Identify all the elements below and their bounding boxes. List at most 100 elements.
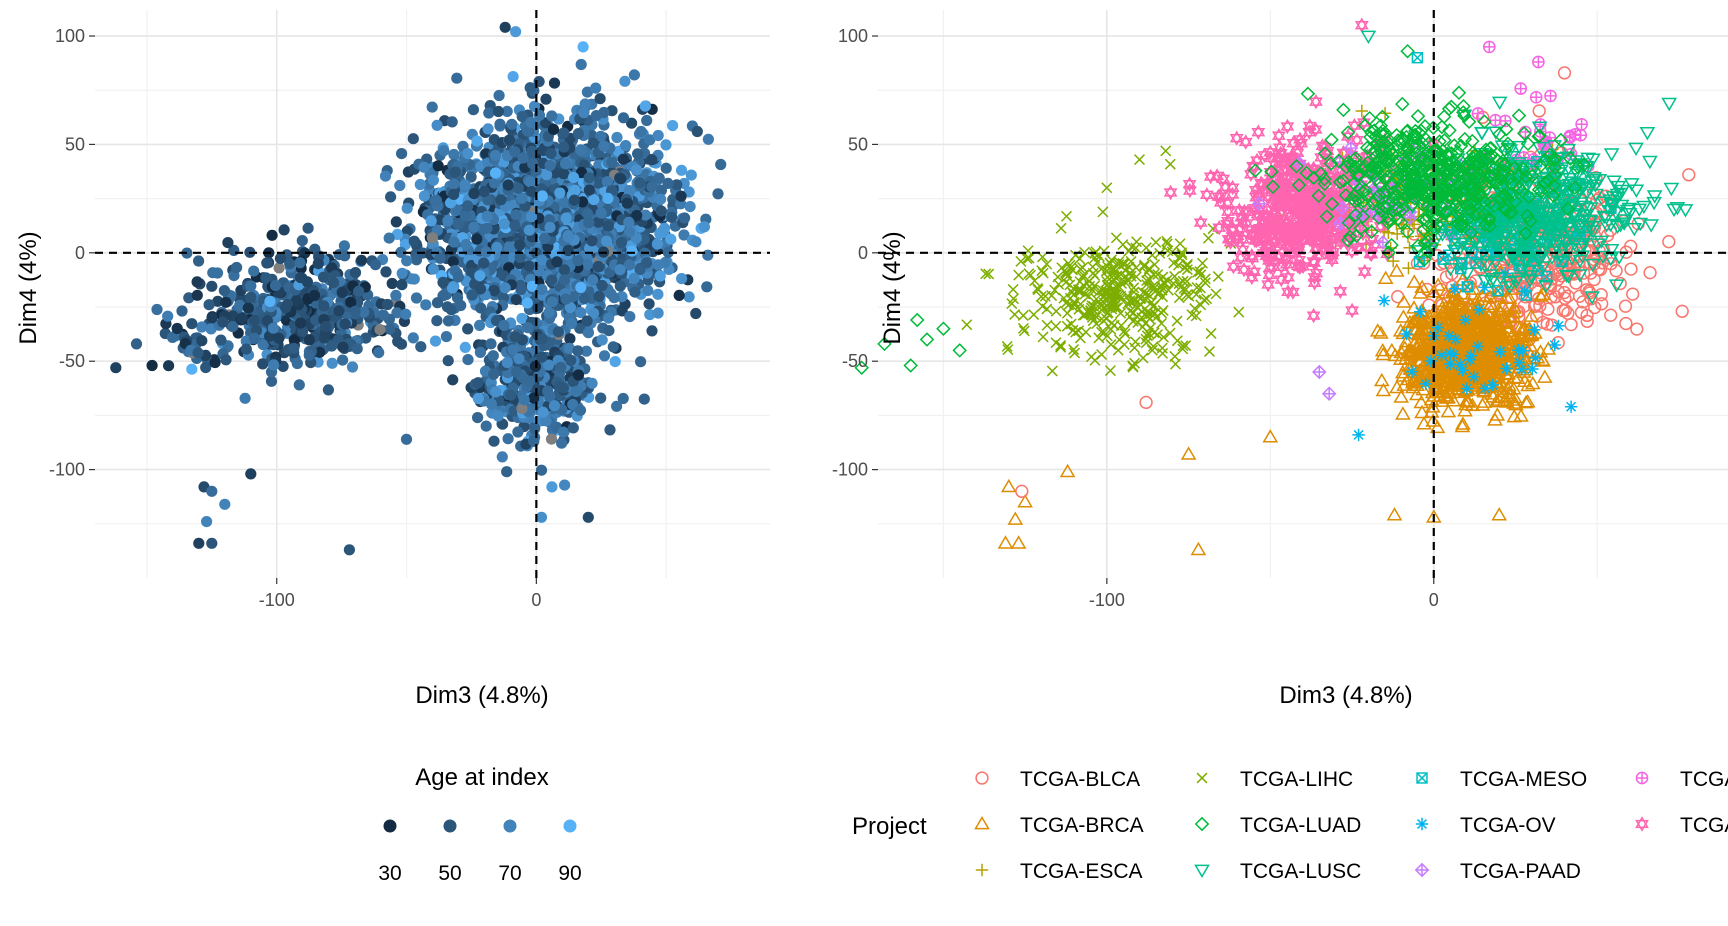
data-point xyxy=(420,299,431,310)
data-point xyxy=(644,298,655,309)
data-point xyxy=(1379,272,1392,283)
data-point xyxy=(482,211,493,222)
data-point xyxy=(653,259,664,270)
data-point xyxy=(568,172,579,183)
data-point xyxy=(387,278,398,289)
data-point xyxy=(451,73,462,84)
data-point xyxy=(565,355,576,366)
y-tick-label: 100 xyxy=(55,26,85,46)
data-point xyxy=(294,257,305,268)
data-point xyxy=(608,341,619,352)
data-point xyxy=(576,59,587,70)
data-point xyxy=(488,350,499,361)
x-tick-label: -100 xyxy=(259,590,295,610)
data-point xyxy=(536,255,547,266)
data-point xyxy=(245,292,256,303)
data-point xyxy=(1538,371,1551,382)
data-point xyxy=(515,284,526,295)
data-point xyxy=(563,245,574,256)
data-point xyxy=(192,276,203,287)
data-point xyxy=(408,332,419,343)
data-point xyxy=(442,301,453,312)
data-point xyxy=(601,236,612,247)
data-point xyxy=(564,333,575,344)
data-point xyxy=(483,107,494,118)
left-y-axis-title: Dim4 (4%) xyxy=(15,231,42,344)
data-point xyxy=(339,240,350,251)
data-point xyxy=(196,335,207,346)
data-point xyxy=(560,294,571,305)
data-point xyxy=(703,134,714,145)
data-point xyxy=(573,369,584,380)
data-point xyxy=(494,119,505,130)
data-point xyxy=(690,236,701,247)
data-point xyxy=(450,167,461,178)
data-point xyxy=(474,320,485,331)
data-point xyxy=(206,538,217,549)
data-point xyxy=(615,173,626,184)
data-point xyxy=(176,305,187,316)
data-point xyxy=(547,296,558,307)
data-point xyxy=(481,421,492,432)
data-point xyxy=(575,405,586,416)
data-point xyxy=(1390,265,1403,276)
data-point xyxy=(555,362,566,373)
data-point xyxy=(503,433,514,444)
data-point xyxy=(396,279,407,290)
data-point xyxy=(504,135,515,146)
data-point xyxy=(1631,323,1643,335)
data-point xyxy=(624,311,635,322)
data-point xyxy=(462,148,473,159)
data-point xyxy=(629,69,640,80)
data-point xyxy=(382,299,393,310)
data-point xyxy=(629,287,640,298)
data-point xyxy=(240,393,251,404)
data-point xyxy=(544,222,555,233)
data-point xyxy=(193,255,204,266)
data-point xyxy=(679,212,690,223)
data-point xyxy=(295,272,306,283)
data-point xyxy=(428,264,439,275)
data-point xyxy=(661,163,672,174)
data-point xyxy=(587,378,598,389)
data-point xyxy=(676,273,687,284)
data-point xyxy=(471,136,482,147)
data-point xyxy=(616,237,627,248)
data-point xyxy=(546,110,557,121)
data-point xyxy=(323,384,334,395)
data-point xyxy=(597,280,608,291)
data-point xyxy=(549,400,560,411)
data-point xyxy=(569,195,580,206)
data-point xyxy=(1375,374,1388,385)
data-point xyxy=(536,465,547,476)
data-point xyxy=(337,355,348,366)
data-point xyxy=(572,345,583,356)
data-point xyxy=(274,262,285,273)
data-point xyxy=(467,289,478,300)
data-point xyxy=(578,107,589,118)
data-point xyxy=(385,191,396,202)
data-point xyxy=(513,353,524,364)
data-point xyxy=(411,292,422,303)
data-point xyxy=(568,422,579,433)
data-point xyxy=(270,280,281,291)
data-point xyxy=(490,150,501,161)
data-point xyxy=(429,195,440,206)
data-point xyxy=(426,215,437,226)
data-point xyxy=(551,256,562,267)
data-point xyxy=(397,268,408,279)
data-point xyxy=(275,253,286,264)
data-point xyxy=(279,224,290,235)
data-point xyxy=(579,293,590,304)
data-point xyxy=(433,160,444,171)
data-point xyxy=(593,261,604,272)
data-point xyxy=(667,120,678,131)
data-point xyxy=(131,338,142,349)
data-point xyxy=(1396,408,1409,419)
data-point xyxy=(219,499,230,510)
data-point xyxy=(217,316,228,327)
data-point xyxy=(546,434,557,445)
data-point xyxy=(443,355,454,366)
